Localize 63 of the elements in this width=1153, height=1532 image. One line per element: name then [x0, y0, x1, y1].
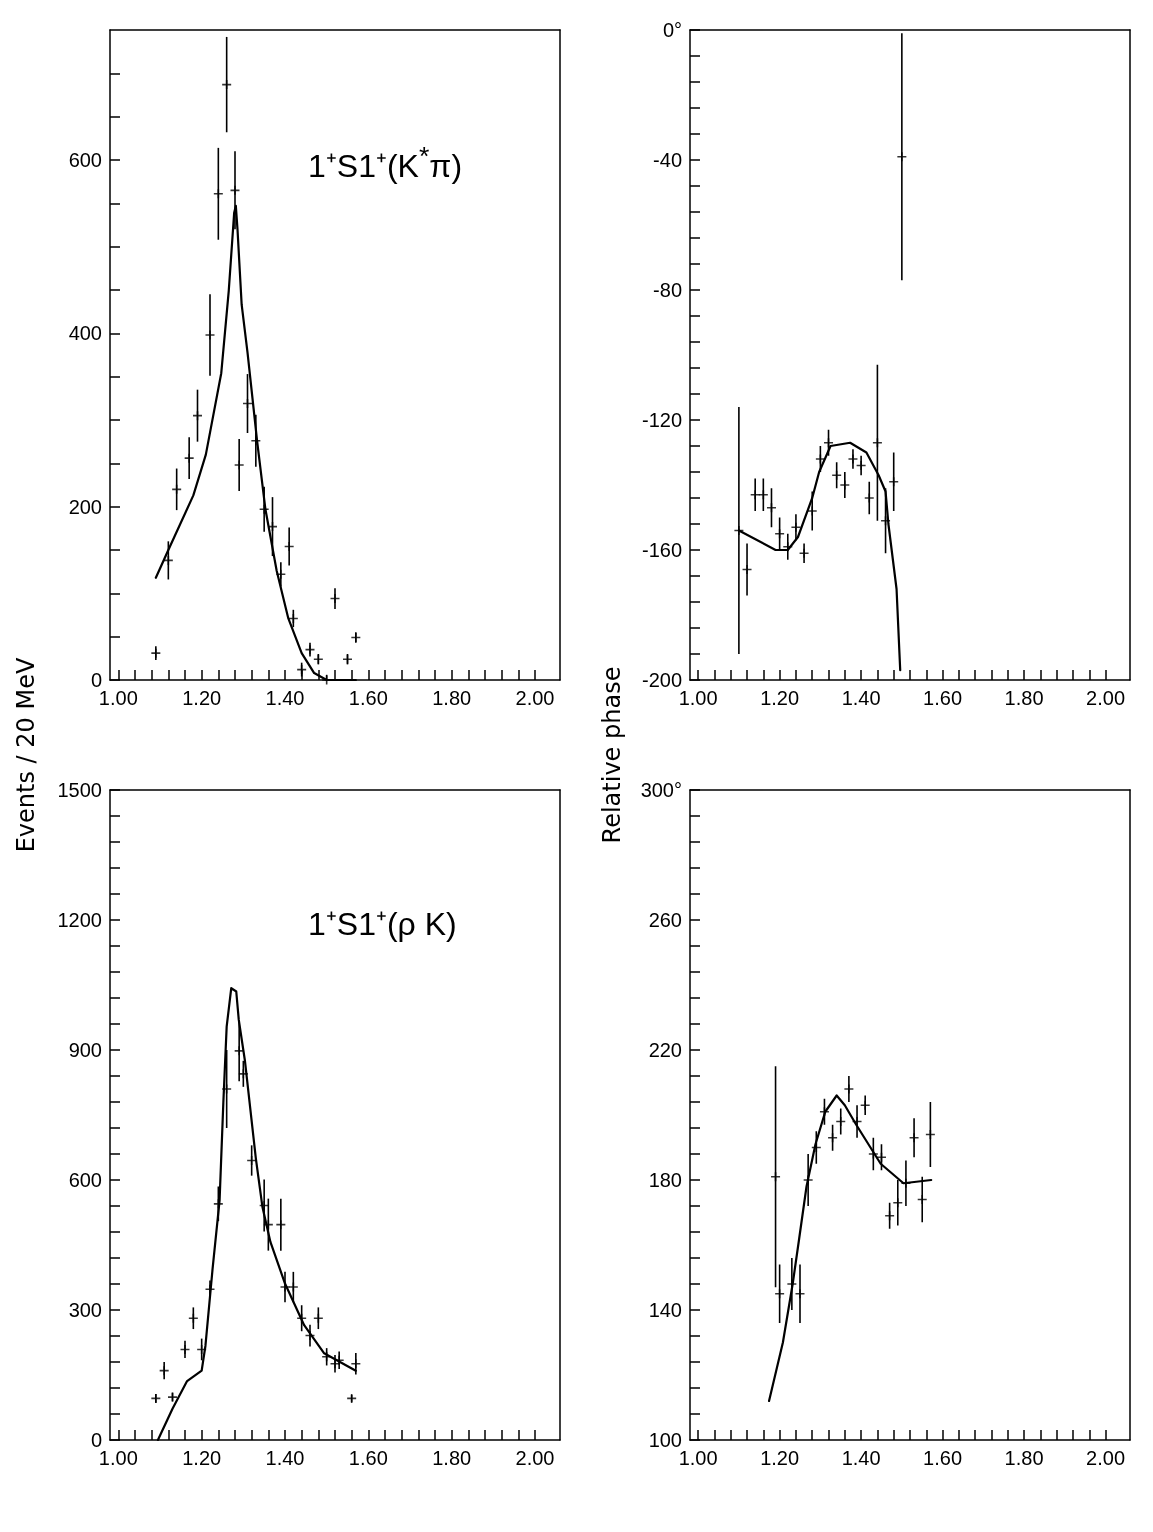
x-tick-label: 2.00 — [1086, 1447, 1126, 1469]
y-tick-label: 220 — [648, 1039, 682, 1061]
annotation: 1⁺S1⁺(ρ K) — [308, 904, 457, 944]
x-tick-label: 1.80 — [432, 687, 472, 709]
point — [888, 476, 899, 488]
point — [183, 452, 195, 464]
point — [892, 1197, 904, 1209]
x-tick-label: 1.60 — [923, 1447, 963, 1469]
y-tick-label: 300 — [68, 1299, 102, 1321]
x-tick-label: 1.40 — [265, 1447, 305, 1469]
y-tick-label: 900 — [68, 1039, 102, 1061]
y-tick-label: -160 — [641, 539, 682, 561]
point — [794, 1288, 806, 1300]
y-tick-label: 300° — [640, 779, 682, 801]
x-tick-label: 1.80 — [1004, 1447, 1044, 1469]
x-tick-label: 1.60 — [923, 687, 963, 709]
x-tick-label: 2.00 — [515, 687, 555, 709]
x-tick-label: 1.60 — [348, 687, 388, 709]
y-tick-label: 600 — [68, 149, 102, 171]
point — [798, 547, 810, 559]
x-tick-label: 1.20 — [760, 687, 800, 709]
y-axis-title: Events / 20 MeV — [12, 657, 40, 853]
point — [847, 453, 859, 465]
point — [839, 479, 851, 491]
point — [896, 151, 908, 163]
point — [749, 489, 761, 501]
y-tick-label: 1200 — [57, 909, 102, 931]
point — [233, 459, 245, 471]
x-tick-label: 1.20 — [182, 687, 222, 709]
x-tick-label: 1.80 — [432, 1447, 472, 1469]
x-tick-label: 1.80 — [1004, 687, 1044, 709]
y-tick-label: 600 — [68, 1169, 102, 1191]
x-tick-label: 1.60 — [348, 1447, 388, 1469]
annotation: 1⁺S1⁺(K$^{*}$π) — [308, 140, 463, 186]
point — [863, 492, 875, 504]
y-tick-label: 140 — [648, 1299, 682, 1321]
point — [275, 568, 287, 580]
point — [790, 521, 802, 533]
x-tick-label: 1.40 — [265, 687, 305, 709]
x-tick-label: 1.20 — [182, 1447, 222, 1469]
x-tick-label: 2.00 — [1086, 687, 1126, 709]
point — [859, 1099, 871, 1111]
y-tick-label: -120 — [641, 409, 682, 431]
y-tick-label: 200 — [68, 495, 102, 518]
line-series — [767, 1094, 933, 1403]
y-tick-label: -80 — [653, 279, 682, 301]
y-tick-label: 260 — [648, 909, 682, 931]
y-axis-title: Relative phase — [598, 666, 626, 844]
point — [908, 1132, 920, 1144]
x-tick-label: 1.20 — [760, 1447, 800, 1469]
point — [167, 1391, 178, 1403]
x-tick-label: 1.40 — [841, 687, 881, 709]
point — [150, 647, 162, 659]
point — [204, 329, 216, 341]
y-tick-label: 1500 — [57, 779, 102, 801]
point — [843, 1083, 855, 1095]
y-tick-label: 400 — [68, 322, 102, 345]
x-tick-label: 1.40 — [841, 1447, 881, 1469]
y-tick-label: -40 — [653, 149, 682, 171]
y-tick-label: 180 — [648, 1169, 682, 1191]
y-tick-label: 0° — [662, 19, 682, 41]
point — [150, 1393, 162, 1404]
x-tick-label: 2.00 — [515, 1447, 555, 1469]
